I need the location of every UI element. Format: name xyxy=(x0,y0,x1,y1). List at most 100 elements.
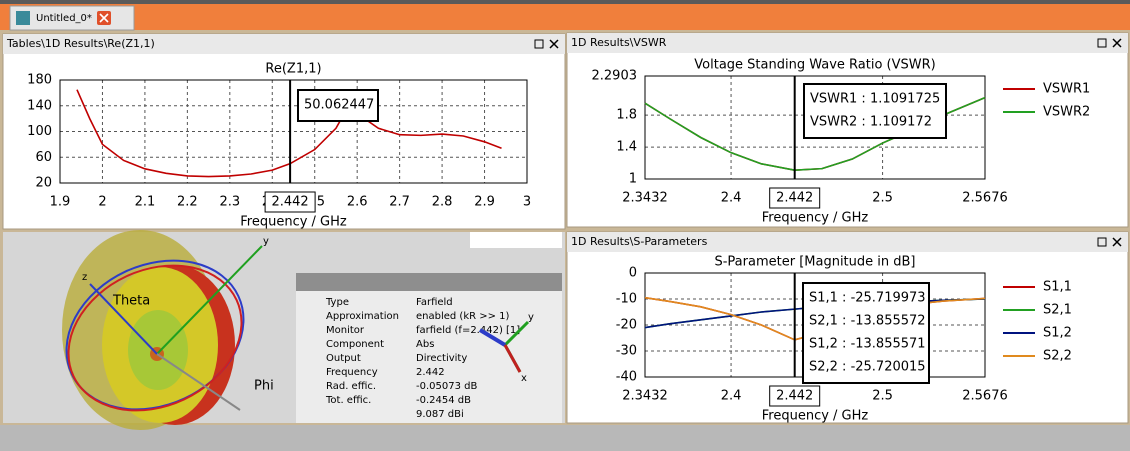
legend-label: VSWR2 xyxy=(1043,105,1090,120)
x-tick-label: 2.5676 xyxy=(962,191,1008,206)
legend-label: S2,1 xyxy=(1043,303,1072,318)
close-button[interactable] xyxy=(549,39,559,49)
info-label: Output xyxy=(326,353,361,364)
marker-label-box xyxy=(769,385,821,407)
y-tick-label: 2.2903 xyxy=(592,69,638,84)
x-axis-line xyxy=(156,353,241,411)
chart-title: Re(Z1,1) xyxy=(265,62,321,77)
x-tick-label: 2.5676 xyxy=(962,389,1008,404)
readout-text: S1,2 : -13.855571 xyxy=(809,337,926,352)
triad-x xyxy=(503,344,522,373)
x-tick-label: 2.2 xyxy=(177,195,198,210)
legend-label: S1,2 xyxy=(1043,326,1072,341)
panel-title-bar xyxy=(567,232,1128,252)
info-label: Approximation xyxy=(326,311,399,322)
x-tick-label: 2.6 xyxy=(347,195,368,210)
info-label: Frequency xyxy=(326,367,378,378)
tab-icon xyxy=(16,11,30,25)
info-value: farfield (f=2.442) [1] xyxy=(416,325,520,336)
readout-text: S2,2 : -25.720015 xyxy=(809,360,926,375)
panel-title: 1D Results\S-Parameters xyxy=(571,235,708,248)
close-button[interactable] xyxy=(1112,237,1122,247)
z-label: z xyxy=(82,272,87,283)
y-tick-label: 1.4 xyxy=(616,140,637,155)
chart-title: Voltage Standing Wave Ratio (VSWR) xyxy=(694,58,935,73)
x-tick-label: 2.5 xyxy=(872,191,893,206)
y-label: y xyxy=(263,236,269,247)
x-tick-label: 2 xyxy=(98,195,106,210)
panel-title-bar xyxy=(3,34,565,54)
tab-bar xyxy=(0,4,1130,30)
readout-text: S2,1 : -13.855572 xyxy=(809,314,926,329)
y-tick-label: 0 xyxy=(629,266,637,281)
top-strip xyxy=(0,0,1130,4)
info-value: 9.087 dBi xyxy=(416,409,464,420)
z-axis-line xyxy=(89,283,158,355)
tab[interactable] xyxy=(9,5,135,31)
panel-title: Tables\1D Results\Re(Z1,1) xyxy=(6,37,155,50)
plot-frame xyxy=(644,75,986,180)
marker-label: 2.442 xyxy=(776,389,813,404)
maximize-button[interactable] xyxy=(1097,38,1107,48)
marker-label-box xyxy=(264,191,316,213)
readout-box xyxy=(802,282,930,384)
x-tick-label: 2.1 xyxy=(135,195,156,210)
info-label: Component xyxy=(326,339,384,350)
info-header xyxy=(296,273,562,291)
legend-label: VSWR1 xyxy=(1043,82,1090,97)
marker-label: 2.442 xyxy=(271,195,308,210)
tab-close-x xyxy=(99,13,109,23)
theta-ring xyxy=(67,264,243,412)
y-tick-label: -10 xyxy=(616,292,637,307)
readout-box xyxy=(803,83,947,139)
info-value: Directivity xyxy=(416,353,467,364)
x-tick-label: 2.7 xyxy=(389,195,410,210)
x-axis-label: Frequency / GHz xyxy=(762,409,869,424)
toolbar xyxy=(470,232,562,248)
y-tick-label: -40 xyxy=(616,370,637,385)
x-axis-label: Frequency / GHz xyxy=(762,211,869,226)
y-tick-label: 1.8 xyxy=(616,108,637,123)
farfield-panel: Theta Phi z y Type Farfield Approximation e… xyxy=(3,230,565,430)
y-tick-label: -20 xyxy=(616,318,637,333)
x-tick-label: 2.4 xyxy=(721,191,742,206)
close-button[interactable] xyxy=(1112,38,1122,48)
legend-label: S2,2 xyxy=(1043,349,1072,364)
readout-text: S1,1 : -25.719973 xyxy=(809,291,926,306)
info-value: -0.05073 dB xyxy=(416,381,477,392)
info-value: Farfield xyxy=(416,297,453,308)
panel-title-bar xyxy=(567,33,1128,53)
theta-label: Theta xyxy=(112,294,150,309)
marker-label-box xyxy=(769,187,821,209)
info-label: Tot. effic. xyxy=(325,395,371,406)
y-tick-label: 60 xyxy=(35,150,52,165)
triad-z xyxy=(478,328,507,347)
x-tick-label: 2.3 xyxy=(219,195,240,210)
maximize-button[interactable] xyxy=(534,39,544,49)
x-tick-label: 2.4 xyxy=(721,389,742,404)
info-value: Abs xyxy=(416,339,434,350)
status-bar xyxy=(0,425,1130,451)
triad-y-label: y xyxy=(528,312,534,323)
tab-label: Untitled_0* xyxy=(36,13,92,24)
plot-frame xyxy=(59,79,528,184)
info-label: Rad. effic. xyxy=(326,381,376,392)
panel-title: 1D Results\VSWR xyxy=(571,36,667,49)
triad-x-label: x xyxy=(521,373,527,384)
x-tick-label: 2.9 xyxy=(474,195,495,210)
y-tick-label: 20 xyxy=(35,176,52,191)
maximize-button[interactable] xyxy=(1097,237,1107,247)
info-label: Monitor xyxy=(326,325,365,336)
info-value: 2.442 xyxy=(416,367,445,378)
info-value: enabled (kR >> 1) xyxy=(416,311,510,322)
x-tick-label: 1.9 xyxy=(50,195,71,210)
y-tick-label: 140 xyxy=(27,98,52,113)
x-tick-label: 2.5 xyxy=(872,389,893,404)
readout-text: VSWR2 : 1.109172 xyxy=(810,115,932,130)
info-value: -0.2454 dB xyxy=(416,395,471,406)
readout-text: VSWR1 : 1.1091725 xyxy=(810,92,940,107)
info-label: Type xyxy=(325,297,349,308)
readout-text: 50.062447 xyxy=(304,98,374,113)
x-tick-label: 2.3432 xyxy=(622,191,668,206)
